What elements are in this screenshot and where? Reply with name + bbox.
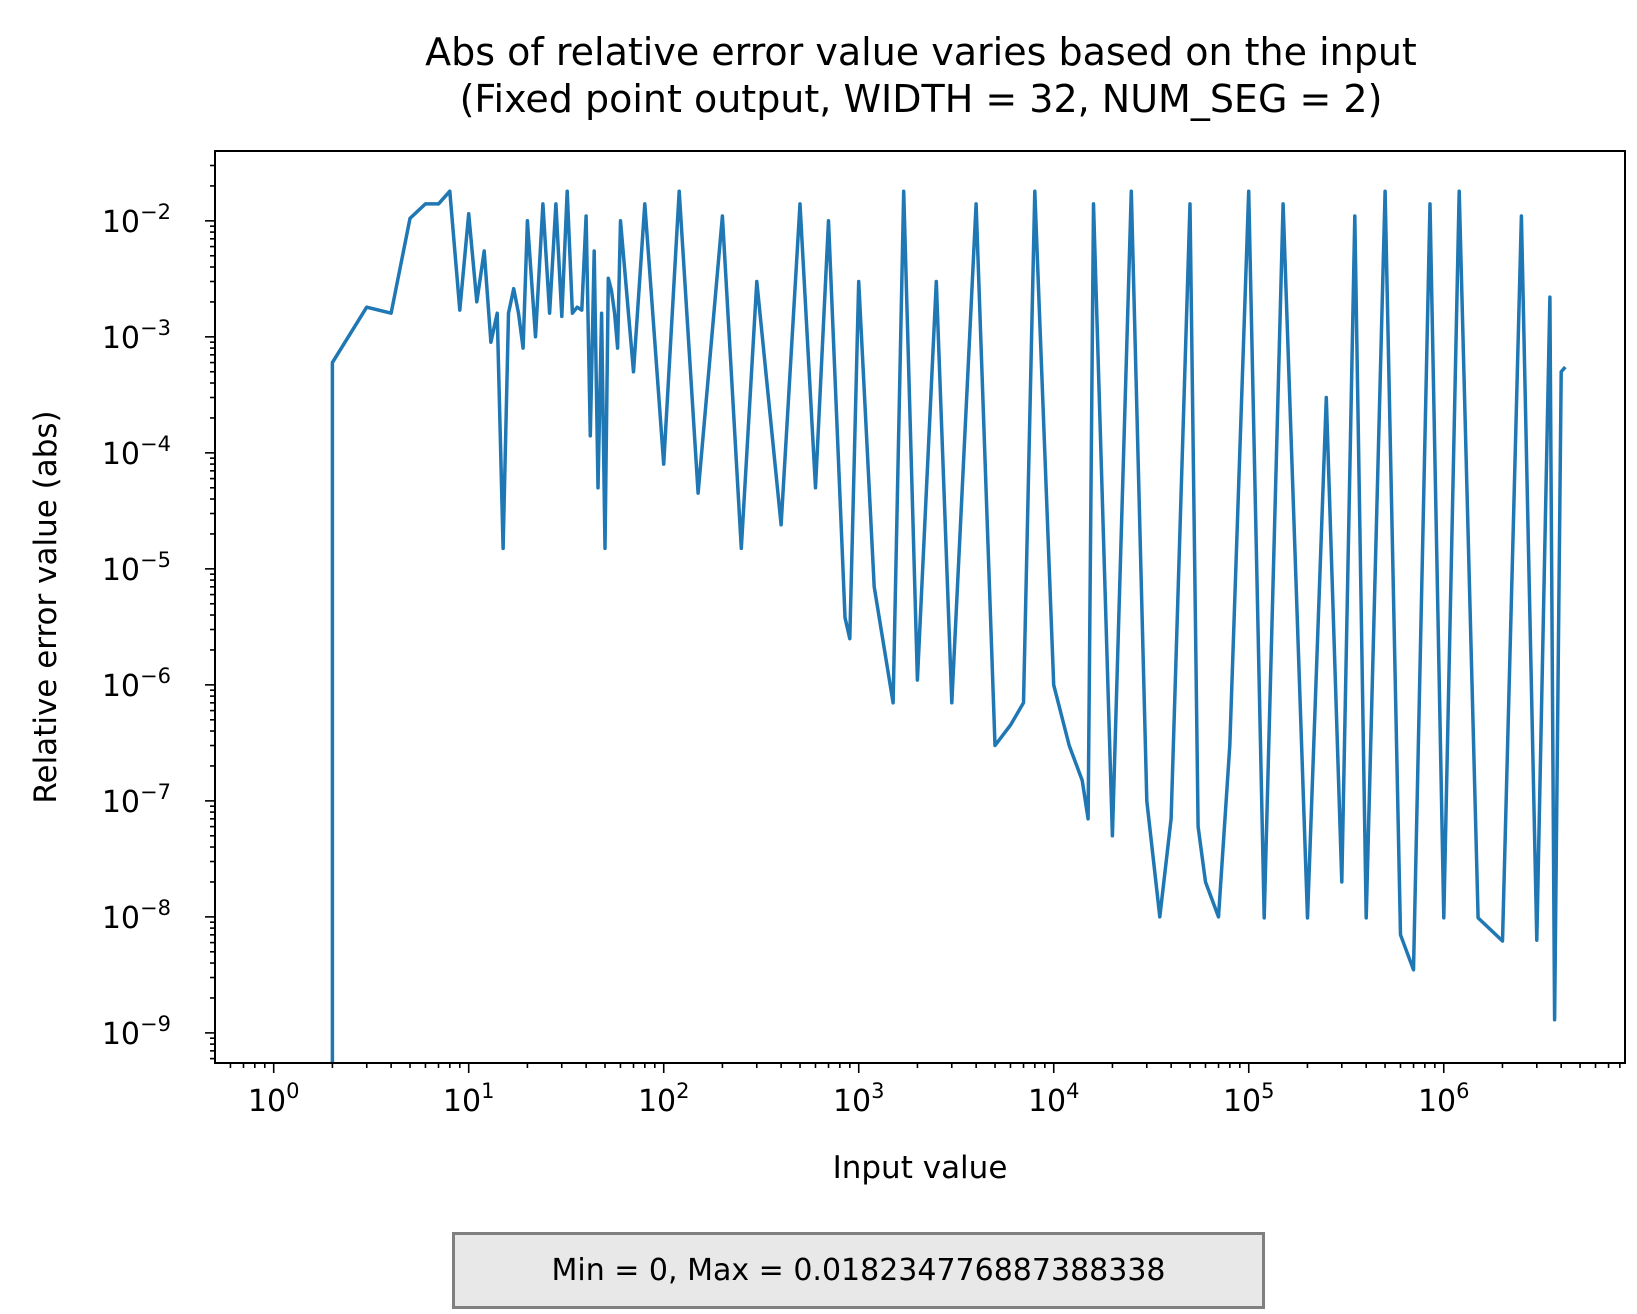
plot-frame [214,150,1626,1064]
y-tick-label: 10−8 [102,896,171,936]
chart-title-line-2: (Fixed point output, WIDTH = 32, NUM_SEG… [460,77,1383,121]
minor-ticks [210,164,1621,1068]
x-tick-label: 106 [1418,1079,1470,1119]
y-tick-label: 10−3 [102,316,171,356]
chart-title-line-1: Abs of relative error value varies based… [425,30,1417,74]
x-tick-label: 101 [443,1079,495,1119]
y-tick-label: 10−7 [102,780,171,820]
series-line [330,189,1567,1063]
y-axis-label: Relative error value (abs) [28,410,64,803]
y-tick-label: 10−4 [102,432,171,472]
x-axis-label: Input value [833,1150,1008,1186]
min-max-annotation: Min = 0, Max = 0.018234776887388338 [452,1232,1265,1309]
x-tick-label: 102 [638,1079,690,1119]
y-axis-ticks: 10−2 10−3 10−4 10−5 10−6 10−7 10−8 10−9 [102,200,215,1052]
x-tick-label: 104 [1028,1079,1080,1119]
y-tick-label: 10−2 [102,200,171,240]
x-tick-label: 105 [1223,1079,1275,1119]
y-tick-label: 10−5 [102,548,171,588]
x-tick-label: 103 [833,1079,885,1119]
x-axis-ticks: 100 101 102 103 104 105 106 [248,1063,1470,1119]
y-tick-label: 10−9 [102,1012,171,1052]
y-tick-label: 10−6 [102,664,171,704]
x-tick-label: 100 [248,1079,300,1119]
